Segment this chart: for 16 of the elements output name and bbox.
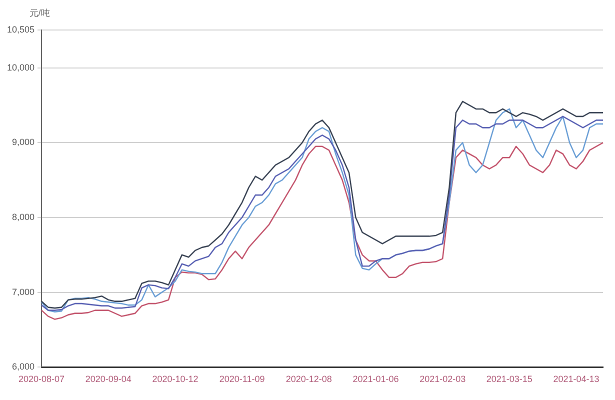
y-tick-label: 8,000	[12, 212, 35, 222]
x-tick-label: 2020-11-09	[219, 374, 265, 384]
x-tick-label: 2020-10-12	[152, 374, 198, 384]
x-tick-label: 2021-03-15	[486, 374, 532, 384]
x-tick-label: 2020-08-07	[18, 374, 65, 384]
y-tick-label: 10,000	[6, 62, 35, 72]
y-axis-title: 元/吨	[29, 8, 50, 18]
y-tick-label: 9,000	[12, 137, 35, 148]
x-tick-label: 2020-12-08	[286, 374, 332, 384]
x-tick-label: 2021-02-03	[420, 374, 466, 384]
x-tick-label: 2020-09-04	[85, 374, 132, 384]
y-tick-label: 6,000	[12, 362, 35, 372]
y-tick-label: 10,505	[6, 24, 35, 34]
x-tick-label: 2021-01-06	[352, 374, 399, 384]
y-tick-label: 7,000	[12, 286, 35, 297]
x-tick-label: 2021-04-13	[553, 374, 600, 384]
